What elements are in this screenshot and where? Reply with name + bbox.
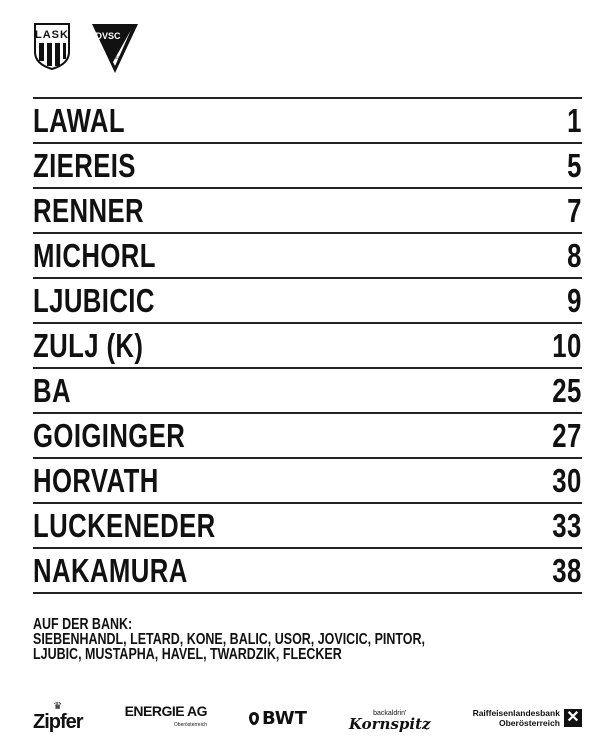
player-number: 27 (552, 416, 582, 454)
sponsor-bar: ♛ Zipfer ENERGIE AG Oberösterreich BWT b… (33, 700, 582, 736)
player-row: LUCKENEDER 33 (33, 504, 582, 549)
player-row: BA 25 (33, 369, 582, 414)
bench-title: AUF DER BANK: (33, 616, 133, 633)
player-name: BA (33, 371, 71, 409)
player-row: LJUBICIC 9 (33, 279, 582, 324)
player-name: LAWAL (33, 101, 126, 139)
player-row: MICHORL 8 (33, 234, 582, 279)
player-name: RENNER (33, 191, 145, 229)
player-number: 9 (567, 281, 582, 319)
player-name: MICHORL (33, 236, 156, 274)
sponsor-zipfer: ♛ Zipfer (33, 700, 84, 733)
player-name: ZIEREIS (33, 146, 136, 184)
player-number: 10 (552, 326, 582, 364)
player-name: NAKAMURA (33, 551, 188, 589)
bench-line-1: SIEBENHANDL, LETARD, KONE, BALIC, USOR, … (33, 631, 425, 648)
crown-icon: ♛ (53, 700, 63, 712)
bench-line-2: LJUBIC, MUSTAPHA, HAVEL, TWARDZIK, FLECK… (33, 646, 342, 663)
player-row: ZULJ (K) 10 (33, 324, 582, 369)
svg-text:LASK: LASK (35, 29, 69, 41)
player-number: 38 (552, 551, 582, 589)
player-number: 8 (567, 236, 582, 274)
player-row: NAKAMURA 38 (33, 549, 582, 594)
player-row: ZIEREIS 5 (33, 144, 582, 189)
player-name: LUCKENEDER (33, 506, 216, 544)
player-number: 5 (567, 146, 582, 184)
player-name: ZULJ (K) (33, 326, 144, 364)
sponsor-energie-ag: ENERGIE AG Oberösterreich (124, 703, 208, 728)
player-name: GOIGINGER (33, 416, 186, 454)
sponsor-raiffeisen: Raiffeisenlandesbank Oberösterreich ✕ (473, 708, 582, 728)
player-number: 25 (552, 371, 582, 409)
club-logos: LASK DVSC 1902 (33, 22, 139, 74)
player-number: 7 (567, 191, 582, 229)
svg-text:DVSC: DVSC (95, 31, 121, 41)
player-name: HORVATH (33, 461, 159, 499)
player-number: 30 (552, 461, 582, 499)
player-row: HORVATH 30 (33, 459, 582, 504)
sponsor-kornspitz: backaldrin' Kornspitz (348, 710, 431, 733)
bench-section: AUF DER BANK: SIEBENHANDL, LETARD, KONE,… (33, 616, 425, 663)
player-number: 1 (567, 101, 582, 139)
player-row: GOIGINGER 27 (33, 414, 582, 459)
player-name: LJUBICIC (33, 281, 155, 319)
player-row: LAWAL 1 (33, 99, 582, 144)
dvsc-crest-icon: DVSC 1902 (92, 24, 138, 73)
raiffeisen-cross-icon: ✕ (563, 709, 582, 727)
player-row: RENNER 7 (33, 189, 582, 234)
lineup-list: LAWAL 1 ZIEREIS 5 RENNER 7 MICHORL 8 LJUBICIC 9 ZU… (33, 97, 582, 594)
bwt-drop-icon (249, 711, 260, 725)
svg-text:1902: 1902 (111, 55, 121, 60)
lask-crest-icon: LASK (34, 23, 70, 70)
sponsor-bwt: BWT (249, 708, 307, 729)
player-number: 33 (552, 506, 582, 544)
